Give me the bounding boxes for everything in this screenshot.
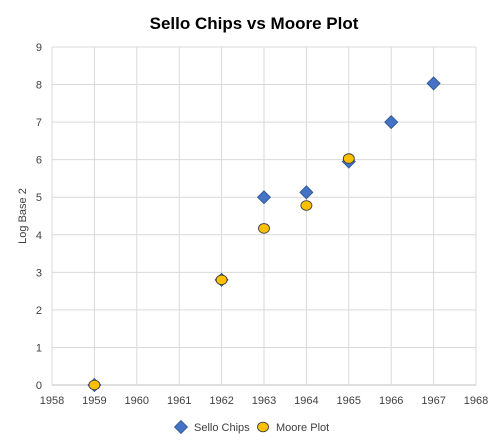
y-tick-label: 7 xyxy=(36,117,42,129)
grid xyxy=(51,46,477,386)
sello-chips-point xyxy=(256,190,272,205)
y-tick-label: 0 xyxy=(36,380,42,392)
x-tick-label: 1964 xyxy=(294,395,318,407)
moore-plot-point xyxy=(300,200,313,211)
y-tick-label: 2 xyxy=(36,305,42,317)
legend-item-sello-chips: Sello Chips xyxy=(173,419,250,435)
x-tick-label: 1959 xyxy=(82,395,106,407)
x-tick-label: 1968 xyxy=(464,395,488,407)
legend-marker-circle xyxy=(257,421,269,433)
x-tick-label: 1961 xyxy=(167,395,191,407)
x-axis-ticks: 1958 1959 1960 1961 1962 1963 1964 1965 1966 1967… xyxy=(40,395,488,407)
legend-item-moore-plot: Moore Plot xyxy=(257,421,329,434)
y-tick-label: 3 xyxy=(36,267,42,279)
x-tick-label: 1962 xyxy=(209,395,233,407)
x-tick-label: 1966 xyxy=(379,395,403,407)
moore-plot-point xyxy=(342,153,355,164)
x-tick-label: 1963 xyxy=(252,395,276,407)
legend-label-moore-plot: Moore Plot xyxy=(276,422,329,434)
y-tick-label: 8 xyxy=(36,80,42,92)
legend-circle-icon xyxy=(257,421,269,433)
y-axis-label: Log Base 2 xyxy=(17,188,29,244)
x-tick-label: 1960 xyxy=(125,395,149,407)
legend-marker-diamond xyxy=(173,419,189,435)
x-tick-label: 1958 xyxy=(40,395,64,407)
chart-title: Sello Chips vs Moore Plot xyxy=(150,14,359,33)
moore-plot-point xyxy=(215,274,228,286)
legend: Sello Chips Moore Plot xyxy=(173,419,329,435)
series-moore-plot xyxy=(88,153,355,391)
x-tick-label: 1967 xyxy=(421,395,445,407)
plot-area xyxy=(87,76,441,393)
y-axis-ticks: 0 1 2 3 4 5 6 7 8 9 xyxy=(36,42,42,392)
legend-label-sello-chips: Sello Chips xyxy=(194,422,250,434)
y-tick-label: 5 xyxy=(36,192,42,204)
moore-plot-point xyxy=(258,223,270,234)
legend-diamond-icon xyxy=(173,419,189,435)
sello-chips-point xyxy=(299,185,314,200)
y-tick-label: 6 xyxy=(36,155,42,167)
moore-plot-point xyxy=(88,379,101,391)
sello-chips-point xyxy=(426,76,441,91)
y-tick-label: 1 xyxy=(36,342,42,354)
y-tick-label: 4 xyxy=(36,230,42,242)
x-tick-label: 1965 xyxy=(337,395,361,407)
y-tick-label: 9 xyxy=(36,42,42,54)
sello-chips-point xyxy=(384,115,399,130)
